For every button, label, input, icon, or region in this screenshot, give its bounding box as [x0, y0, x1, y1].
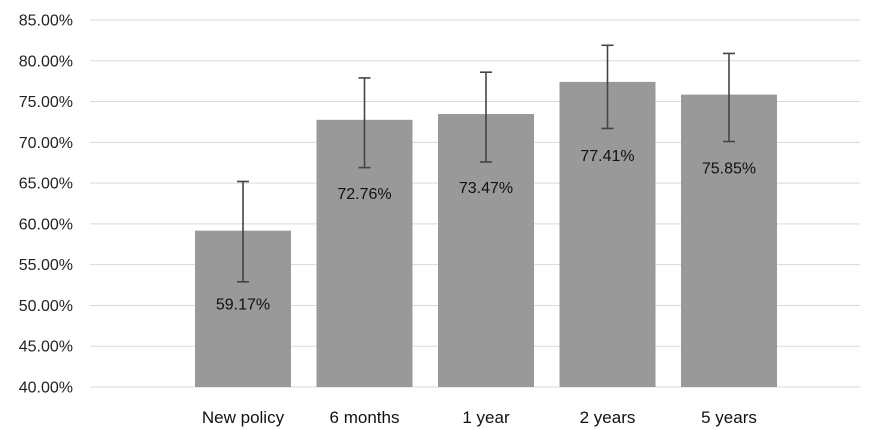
data-label: 59.17% — [216, 297, 270, 314]
category-label: 1 year — [462, 408, 510, 427]
y-tick-label: 40.00% — [19, 380, 73, 397]
data-label: 75.85% — [702, 161, 756, 178]
y-tick-label: 70.00% — [19, 135, 73, 152]
category-label: 5 years — [701, 408, 757, 427]
error-bars — [237, 44, 735, 283]
y-tick-label: 60.00% — [19, 216, 73, 233]
category-label: New policy — [202, 408, 285, 427]
y-tick-label: 65.00% — [19, 176, 73, 193]
x-axis-category-labels: New policy 6 months 1 year 2 years 5 years — [202, 408, 757, 427]
bar — [681, 94, 777, 387]
category-label: 2 years — [580, 408, 636, 427]
error-bar — [358, 77, 371, 169]
data-label: 72.76% — [337, 186, 391, 203]
y-tick-label: 55.00% — [19, 257, 73, 274]
error-bar — [237, 180, 249, 283]
y-tick-label: 85.00% — [19, 13, 73, 30]
y-tick-label: 45.00% — [19, 339, 73, 356]
data-label: 77.41% — [580, 148, 634, 165]
error-bar — [723, 52, 735, 143]
bar — [559, 81, 656, 387]
y-axis-tick-labels: 40.00% 45.00% 50.00% 55.00% 60.00% 65.00% 70.0… — [19, 13, 73, 397]
error-bar — [480, 71, 492, 163]
data-labels: 59.17% 72.76% 73.47% 77.41% 75.85% — [216, 148, 756, 314]
y-tick-label: 75.00% — [19, 94, 73, 111]
data-label: 73.47% — [459, 180, 513, 197]
category-label: 6 months — [330, 408, 400, 427]
y-tick-label: 50.00% — [19, 298, 73, 315]
y-tick-label: 80.00% — [19, 53, 73, 70]
error-bar — [601, 44, 614, 130]
